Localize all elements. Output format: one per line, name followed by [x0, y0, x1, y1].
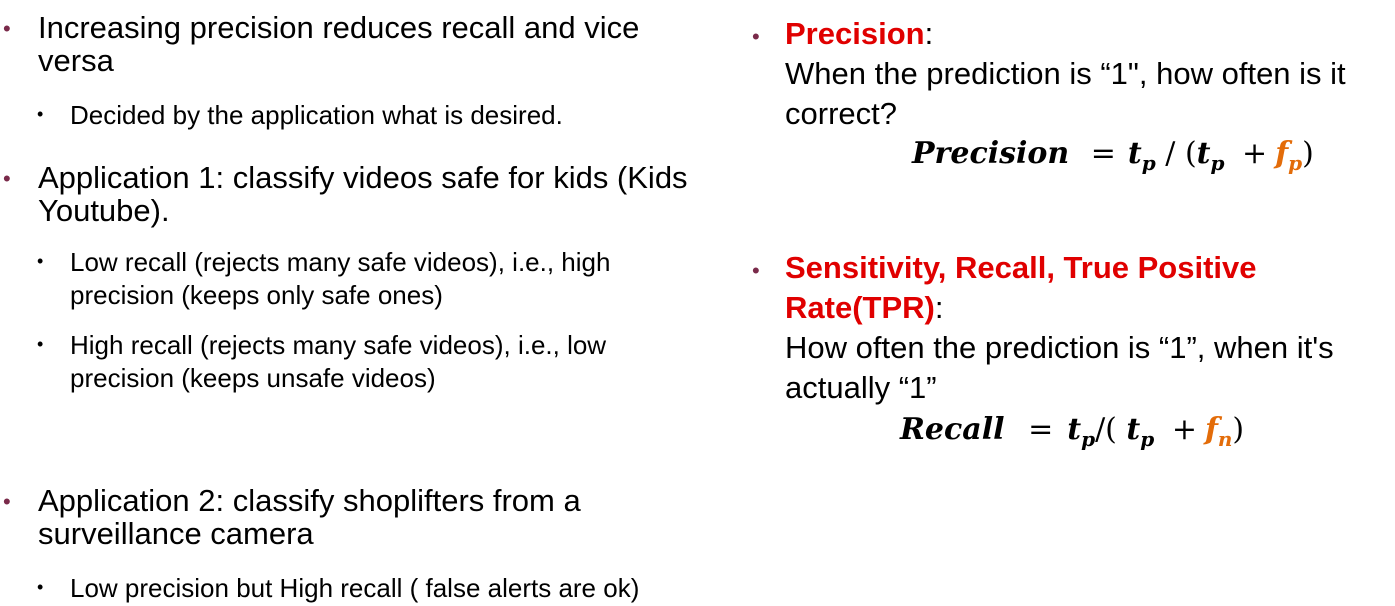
term-colon: :	[924, 16, 934, 51]
formula-operator: /(	[1095, 412, 1117, 447]
formula-equals: =	[1090, 136, 1116, 171]
formula-plus: +	[1171, 412, 1197, 447]
bullet-icon: •	[752, 258, 760, 283]
formula-subscript: p	[1288, 151, 1303, 175]
formula-plus: +	[1242, 136, 1268, 171]
bullet-application-1: Application 1: classify videos safe for …	[38, 161, 688, 227]
sub-bullet-decided-by-application: Decided by the application what is desir…	[70, 100, 563, 130]
bullet-text: Application 2: classify shoplifters from…	[38, 483, 581, 518]
formula-subscript: p	[1141, 151, 1156, 175]
bullet-icon: •	[3, 166, 11, 191]
sub-bullet-high-recall: High recall (rejects many safe videos), …	[70, 329, 606, 395]
recall-term: Sensitivity, Recall, True Positive	[785, 250, 1257, 285]
formula-operator: / (	[1155, 136, 1197, 171]
precision-term: Precision	[785, 16, 925, 51]
formula-var: t	[1196, 136, 1211, 171]
formula-var-false: f	[1275, 136, 1289, 171]
formula-subscript: p	[1081, 427, 1096, 451]
recall-description: How often the prediction is “1”, when it…	[785, 330, 1334, 365]
formula-var-false: f	[1204, 412, 1218, 447]
bullet-text: surveillance camera	[38, 516, 314, 551]
formula-equals: =	[1028, 412, 1054, 447]
bullet-text: precision (keeps only safe ones)	[70, 280, 443, 310]
sub-bullet-low-precision: Low precision but High recall ( false al…	[70, 573, 640, 603]
precision-formula: Precision = tp / (tp + fp)	[912, 136, 1314, 175]
bullet-text: High recall (rejects many safe videos), …	[70, 330, 607, 360]
formula-lhs: Recall	[900, 412, 1005, 447]
bullet-application-2: Application 2: classify shoplifters from…	[38, 484, 581, 550]
term-colon: :	[934, 290, 944, 325]
recall-heading: Rate(TPR):	[785, 288, 1334, 328]
precision-description: correct?	[785, 96, 897, 131]
bullet-text: precision (keeps unsafe videos)	[70, 363, 436, 393]
recall-term: Rate(TPR)	[785, 290, 935, 325]
bullet-text: Application 1: classify videos safe for …	[38, 160, 688, 195]
formula-lhs: Precision	[912, 136, 1070, 171]
formula-paren: )	[1302, 136, 1314, 171]
precision-definition: Precision: When the prediction is “1", h…	[785, 14, 1346, 134]
formula-subscript: n	[1217, 427, 1233, 451]
formula-var: t	[1127, 136, 1142, 171]
recall-formula: Recall = tp/( tp + fn)	[900, 412, 1244, 451]
bullet-precision-recall-tradeoff: Increasing precision reduces recall and …	[38, 11, 639, 77]
precision-heading: Precision:	[785, 14, 1346, 54]
bullet-text: Increasing precision reduces recall and …	[38, 10, 640, 45]
bullet-text: Low recall (rejects many safe videos), i…	[70, 247, 611, 277]
bullet-text: versa	[38, 43, 114, 78]
bullet-text: Youtube).	[38, 193, 170, 228]
precision-description: When the prediction is “1", how often is…	[785, 56, 1346, 91]
bullet-icon: •	[3, 489, 11, 514]
formula-subscript: p	[1140, 427, 1155, 451]
sub-bullet-low-recall: Low recall (rejects many safe videos), i…	[70, 246, 610, 312]
formula-subscript: p	[1210, 151, 1225, 175]
formula-paren: )	[1232, 412, 1245, 447]
formula-var: t	[1126, 412, 1141, 447]
sub-bullet-icon: •	[37, 334, 44, 354]
formula-var: t	[1067, 412, 1082, 447]
bullet-icon: •	[3, 16, 11, 41]
sub-bullet-icon: •	[37, 577, 44, 597]
bullet-icon: •	[752, 24, 760, 49]
sub-bullet-icon: •	[37, 104, 44, 124]
sub-bullet-icon: •	[37, 251, 44, 271]
recall-definition: Sensitivity, Recall, True Positive Rate(…	[785, 248, 1334, 408]
recall-description: actually “1”	[785, 370, 937, 405]
